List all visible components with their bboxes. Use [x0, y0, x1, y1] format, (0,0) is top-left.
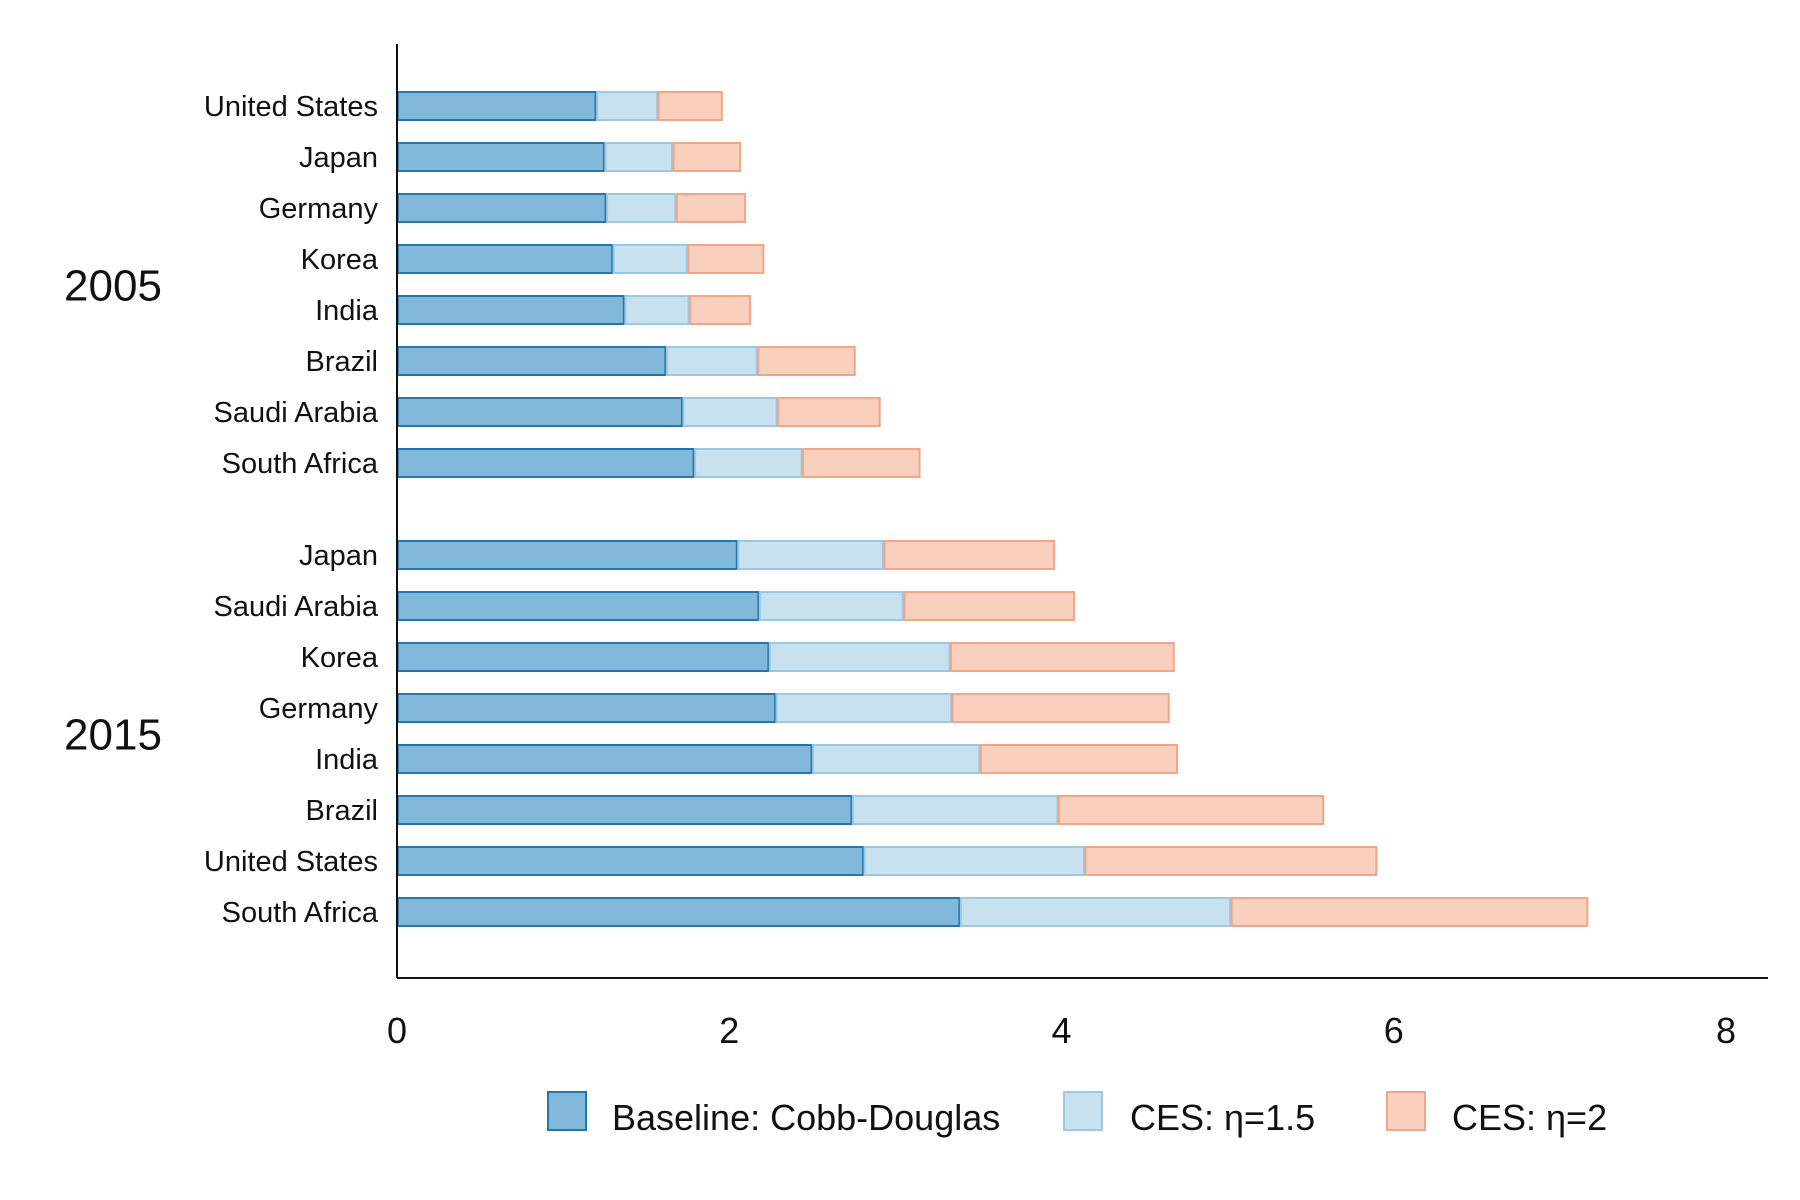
bar-2015-germany-series-3	[951, 693, 1170, 723]
legend-label-3: CES: η=2	[1452, 1097, 1607, 1138]
category-label: South Africa	[222, 448, 379, 480]
category-label: Brazil	[305, 346, 378, 378]
bar-2005-south-africa-series-3	[802, 448, 921, 478]
bar-2015-japan-series-3	[883, 540, 1056, 570]
bar-2005-brazil-series-2	[665, 346, 758, 376]
bar-2005-brazil-series-3	[757, 346, 856, 376]
x-tick-label: 2	[719, 1010, 739, 1051]
category-label: Germany	[259, 193, 379, 225]
bar-2005-brazil-series-1	[396, 346, 667, 376]
bar-2005-india-series-2	[624, 295, 690, 325]
bar-2005-saudi-arabia-series-1	[396, 397, 683, 427]
bar-2015-saudi-arabia-series-2	[758, 591, 904, 621]
x-tick-label: 6	[1384, 1010, 1404, 1051]
bar-2015-united-states-series-1	[396, 846, 865, 876]
bar-2015-india-series-1	[396, 744, 813, 774]
group-label-2015: 2015	[64, 711, 162, 760]
bar-2015-south-africa-series-2	[959, 897, 1232, 927]
bar-2005-korea-series-1	[396, 244, 614, 274]
bar-2005-south-africa-series-1	[396, 448, 695, 478]
bar-2015-brazil-series-1	[396, 795, 853, 825]
bar-2005-south-africa-series-2	[694, 448, 803, 478]
bar-2005-india-series-1	[396, 295, 625, 325]
legend-swatch-2	[1063, 1091, 1103, 1131]
category-label: Saudi Arabia	[214, 591, 379, 623]
category-label: United States	[204, 846, 378, 878]
bar-2015-germany-series-2	[775, 693, 953, 723]
category-label: Japan	[299, 142, 378, 174]
category-label: Saudi Arabia	[214, 397, 379, 429]
bar-2005-korea-series-3	[687, 244, 765, 274]
bar-2015-korea-series-2	[768, 642, 951, 672]
bar-2015-united-states-series-3	[1084, 846, 1378, 876]
category-label: South Africa	[222, 897, 379, 929]
bar-2015-south-africa-series-3	[1230, 897, 1589, 927]
bar-2005-saudi-arabia-series-3	[777, 397, 881, 427]
labels-layer: United States Japan Germany Korea India Brazi…	[64, 91, 379, 929]
bar-2015-brazil-series-2	[851, 795, 1059, 825]
bar-2015-united-states-series-2	[863, 846, 1086, 876]
category-label: India	[315, 295, 379, 327]
legend-swatch-3	[1386, 1091, 1426, 1131]
legend-swatch-1	[547, 1091, 587, 1131]
bar-2005-korea-series-2	[612, 244, 688, 274]
legend: Baseline: Cobb-Douglas CES: η=1.5 CES: η=2	[547, 1091, 1607, 1138]
bar-2015-germany-series-1	[396, 693, 777, 723]
bar-2005-india-series-3	[689, 295, 752, 325]
bar-2005-united-states-series-2	[596, 91, 659, 121]
category-label: Brazil	[305, 795, 378, 827]
bar-2005-united-states-series-3	[657, 91, 723, 121]
x-tick-label: 4	[1051, 1010, 1071, 1051]
bar-2005-japan-series-1	[396, 142, 605, 172]
category-label: Japan	[299, 540, 378, 572]
group-label-2005: 2005	[64, 262, 162, 311]
bar-2015-saudi-arabia-series-3	[903, 591, 1076, 621]
bar-2005-germany-series-2	[606, 193, 677, 223]
category-label: Korea	[301, 642, 379, 674]
bar-2015-saudi-arabia-series-1	[396, 591, 760, 621]
bars-layer	[396, 91, 1589, 927]
bar-2015-korea-series-1	[396, 642, 770, 672]
bar-2015-india-series-3	[979, 744, 1179, 774]
bar-2015-japan-series-2	[737, 540, 884, 570]
bar-2005-japan-series-3	[672, 142, 742, 172]
bar-2005-germany-series-1	[396, 193, 607, 223]
x-tick-label: 0	[387, 1010, 407, 1051]
category-label: United States	[204, 91, 378, 123]
x-tick-label: 8	[1716, 1010, 1736, 1051]
bar-2005-germany-series-3	[675, 193, 747, 223]
bar-2015-japan-series-1	[396, 540, 738, 570]
bar-2015-south-africa-series-1	[396, 897, 961, 927]
bar-2005-japan-series-2	[604, 142, 674, 172]
bar-2015-brazil-series-3	[1057, 795, 1325, 825]
bar-2015-india-series-2	[812, 744, 981, 774]
category-label: Germany	[259, 693, 379, 725]
category-label: India	[315, 744, 379, 776]
bar-2015-korea-series-3	[949, 642, 1175, 672]
axes-layer: 0 2 4 6 8	[387, 44, 1768, 1051]
legend-label-1: Baseline: Cobb-Douglas	[612, 1097, 1000, 1138]
legend-label-2: CES: η=1.5	[1130, 1097, 1315, 1138]
bar-2005-united-states-series-1	[396, 91, 597, 121]
bar-2005-saudi-arabia-series-2	[682, 397, 778, 427]
category-label: Korea	[301, 244, 379, 276]
